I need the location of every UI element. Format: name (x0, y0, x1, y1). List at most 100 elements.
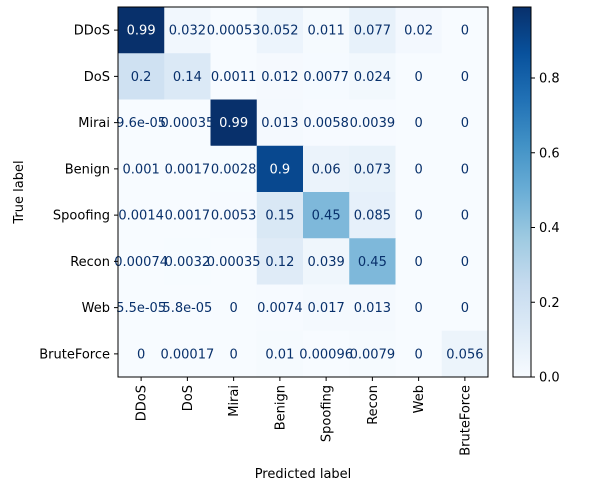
x-axis-label: Predicted label (255, 467, 352, 482)
heatmap-cell (118, 284, 165, 332)
heatmap-cell (395, 192, 443, 239)
heatmap-cell (349, 145, 396, 193)
cell-value-label: 0 (414, 162, 422, 177)
y-tick-label: Web (82, 301, 110, 316)
heatmap-cell (164, 330, 211, 378)
heatmap-cell (441, 330, 489, 378)
colorbar-tick-label: 0.0 (539, 371, 560, 386)
cell-value-label: 0.077 (354, 24, 391, 39)
heatmap-cell (164, 99, 211, 147)
cell-value-label: 0.012 (261, 70, 298, 85)
cell-value-label: 0 (461, 24, 469, 39)
cell-value-label: 0.024 (354, 70, 391, 85)
colorbar (512, 6, 532, 378)
heatmap-cell (118, 192, 165, 239)
cell-value-label: 0.00035 (160, 116, 214, 131)
heatmap-cell (118, 145, 165, 193)
heatmap-cell (349, 238, 396, 285)
heatmap-cell (395, 284, 443, 332)
heatmap-cell (303, 7, 350, 54)
cell-value-label: 0.0017 (165, 209, 211, 224)
heatmap-cell (210, 7, 258, 54)
heatmap-cell (303, 192, 350, 239)
x-tick-label: Mirai (227, 385, 242, 417)
heatmap-cell (441, 99, 489, 147)
colorbar-tick-label: 0.4 (539, 221, 560, 236)
cell-value-label: 0.032 (169, 24, 206, 39)
cell-value-label: 0.0079 (350, 347, 396, 362)
cell-value-label: 5.5e-05 (116, 301, 166, 316)
cell-value-label: 0 (137, 347, 145, 362)
heatmap-cell (303, 330, 350, 378)
cell-value-label: 0.0039 (350, 116, 396, 131)
cell-value-label: 0.02 (404, 24, 433, 39)
heatmap-cell (118, 99, 165, 147)
cell-value-label: 0.45 (358, 255, 387, 270)
heatmap-cell (349, 53, 396, 100)
cell-value-label: 0.01 (265, 347, 294, 362)
heatmap-cell (210, 53, 258, 100)
heatmap-cell (164, 53, 211, 100)
cell-value-label: 0.073 (354, 162, 391, 177)
heatmap-cell (395, 7, 443, 54)
cell-value-label: 0.15 (265, 209, 294, 224)
heatmap-cell (441, 7, 489, 54)
cell-value-label: 0 (414, 209, 422, 224)
heatmap-cell (210, 330, 258, 378)
y-tick-label: BruteForce (39, 347, 110, 362)
heatmap-cell (441, 238, 489, 285)
heatmap-cell (303, 284, 350, 332)
x-tick-label: DoS (181, 385, 196, 411)
cell-value-label: 0.013 (354, 301, 391, 316)
cell-value-label: 0.14 (173, 70, 202, 85)
cell-value-label: 0.052 (261, 24, 298, 39)
y-tick-label: Recon (70, 255, 110, 270)
x-tick-label: DDoS (135, 385, 150, 421)
heatmap-cell (256, 238, 304, 285)
heatmap-cell (303, 145, 350, 193)
cell-value-label: 0 (414, 116, 422, 131)
cell-value-label: 0 (414, 70, 422, 85)
heatmap-cell (441, 284, 489, 332)
cell-value-label: 0.056 (446, 347, 483, 362)
cell-value-label: 0.00035 (207, 255, 261, 270)
cell-value-label: 5.8e-05 (162, 301, 212, 316)
heatmap-cell (256, 7, 304, 54)
cell-value-labels: 0.99 0.032 0.00053 0.052 0.011 0.077 0.02 0 0.2 0… (114, 24, 483, 363)
cell-value-label: 0.0074 (257, 301, 303, 316)
cell-value-label: 0.0053 (211, 209, 257, 224)
cell-value-label: 0 (414, 255, 422, 270)
cell-value-label: 0 (461, 301, 469, 316)
heatmap-cell (164, 192, 211, 239)
x-tick-label: BruteForce (458, 385, 473, 456)
cell-value-label: 0.017 (308, 301, 345, 316)
heatmap-cell (349, 7, 396, 54)
heatmap-cell (210, 99, 258, 147)
cell-value-label: 0.9 (270, 162, 291, 177)
heatmap-cell (395, 238, 443, 285)
heatmap-cell (210, 238, 258, 285)
cell-value-label: 0.0011 (211, 70, 257, 85)
cell-value-label: 0.00074 (114, 255, 168, 270)
heatmap-cell (118, 53, 165, 100)
plot-frame (117, 6, 489, 378)
cell-value-label: 0.011 (308, 24, 345, 39)
heatmap-cell (164, 145, 211, 193)
cell-value-label: 0.0028 (211, 162, 257, 177)
heatmap-cell (441, 53, 489, 100)
heatmap-cell (256, 284, 304, 332)
heatmap-cell (256, 145, 304, 193)
heatmap-cells (118, 7, 489, 378)
cell-value-label: 0.0058 (303, 116, 349, 131)
cell-value-label: 0.001 (123, 162, 160, 177)
cell-value-label: 0 (461, 116, 469, 131)
y-tick-label: DoS (84, 70, 110, 85)
cell-value-label: 0.45 (312, 209, 341, 224)
colorbar-tick-label: 0.2 (539, 296, 560, 311)
cell-value-label: 0.0017 (165, 162, 211, 177)
x-tick-label: Web (412, 385, 427, 413)
cell-value-label: 0.013 (261, 116, 298, 131)
x-tick-label: Recon (366, 385, 381, 425)
heatmap-cell (118, 7, 165, 54)
